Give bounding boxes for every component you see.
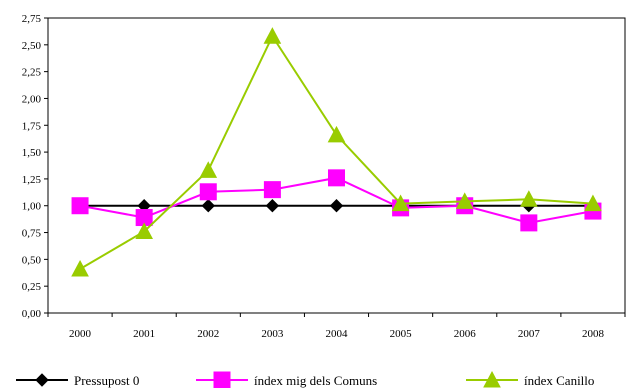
- y-tick-label: 2,00: [22, 93, 42, 105]
- data-point: [520, 214, 538, 232]
- y-tick-label: 1,50: [22, 147, 42, 159]
- data-point: [199, 183, 217, 201]
- data-point: [135, 222, 154, 239]
- y-tick-label: 0,00: [22, 308, 42, 320]
- data-point: [201, 199, 215, 213]
- legend-item: índex mig dels Comuns: [196, 371, 377, 388]
- data-point: [584, 194, 602, 212]
- y-tick-label: 0,50: [22, 254, 42, 266]
- x-tick-label: 2004: [326, 328, 349, 340]
- x-tick-label: 2001: [133, 328, 155, 340]
- plot-area: [47, 17, 626, 314]
- data-point: [263, 27, 282, 44]
- legend-marker: [35, 373, 49, 387]
- legend: Pressupost 0 índex mig dels Comuns índex C…: [16, 370, 594, 388]
- axes: 0,00 0,25 0,50 0,75 1,00 1,25 1,50 1,75 2,00 2,25…: [22, 13, 626, 340]
- data-point: [519, 190, 538, 207]
- series-0: [73, 199, 600, 213]
- data-point: [263, 181, 281, 199]
- x-tick-label: 2007: [518, 328, 541, 340]
- y-tick-label: 1,25: [22, 174, 42, 186]
- y-tick-label: 0,75: [22, 228, 42, 240]
- data-point: [71, 259, 89, 277]
- y-tick-label: 2,75: [22, 13, 42, 25]
- legend-item: índex Canillo: [466, 370, 594, 388]
- x-tick-label: 2002: [197, 328, 219, 340]
- data-point: [329, 199, 344, 213]
- series-line: [79, 34, 594, 270]
- data-point: [199, 161, 218, 178]
- y-tick-label: 0,25: [22, 281, 42, 293]
- legend-marker: [213, 371, 231, 388]
- data-point: [265, 199, 280, 213]
- data-point: [327, 125, 346, 143]
- data-point: [71, 197, 89, 215]
- data-point: [328, 169, 345, 187]
- legend-marker: [483, 370, 501, 388]
- x-tick-label: 2005: [390, 328, 413, 340]
- series-2: [71, 27, 602, 277]
- x-tick-label: 2008: [582, 328, 605, 340]
- x-tick-label: 2003: [261, 328, 284, 340]
- legend-item: Pressupost 0: [16, 373, 139, 388]
- legend-label: Pressupost 0: [74, 373, 139, 388]
- legend-label: índex Canillo: [524, 373, 594, 388]
- x-tick-label: 2000: [69, 328, 92, 340]
- data-point: [455, 192, 474, 209]
- y-tick-label: 2,50: [22, 40, 42, 52]
- x-tick-label: 2006: [454, 328, 477, 340]
- series-layer: [71, 27, 602, 277]
- series-1: [71, 169, 602, 232]
- y-tick-label: 1,75: [22, 120, 42, 132]
- data-point: [391, 194, 410, 212]
- legend-label: índex mig dels Comuns: [254, 373, 377, 388]
- y-tick-label: 2,25: [22, 67, 42, 79]
- y-tick-label: 1,00: [22, 201, 42, 213]
